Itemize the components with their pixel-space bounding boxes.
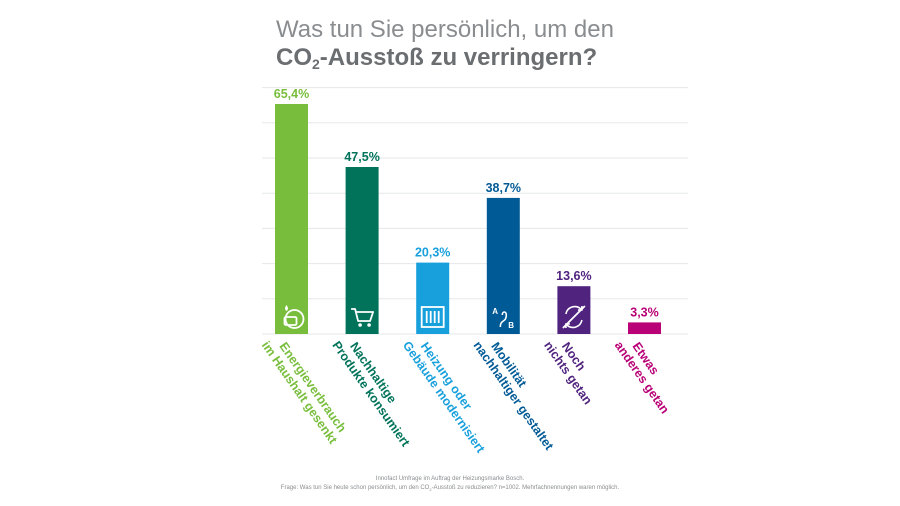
- icon-route-path: [499, 311, 508, 328]
- data-label: 13,6%: [556, 269, 591, 283]
- data-label: 3,3%: [630, 305, 659, 319]
- chart-title: Was tun Sie persönlich, um den CO2-Ausst…: [276, 16, 614, 72]
- footnote-question: Frage: Was tun Sie heute schon persönlic…: [0, 484, 900, 494]
- title-line-2: CO2-Ausstoß zu verringern?: [276, 44, 614, 72]
- data-label: 38,7%: [486, 181, 521, 195]
- icon-drop: [285, 305, 288, 311]
- bar: [557, 286, 591, 334]
- radiator-icon: [420, 306, 445, 328]
- footnote-line-2-prefix: Frage: Was tun Sie heute schon persönlic…: [280, 485, 430, 491]
- bar-group: 3,3% Etwasanderes getan: [612, 305, 684, 416]
- category-label-line: Produkte konsumiert: [329, 339, 413, 450]
- gridlines: [262, 87, 688, 335]
- category-label: Etwasanderes getan: [612, 331, 684, 416]
- footnote-subscript: 2: [429, 487, 432, 493]
- icon-box: [283, 316, 298, 326]
- bar: [275, 104, 308, 334]
- route-ab-icon: AB: [492, 307, 514, 330]
- icon-radiator-frame: [420, 306, 445, 328]
- data-label: 65,4%: [274, 87, 309, 101]
- category-label-line: Gebäude modernisiert: [400, 339, 488, 456]
- icon-cart-wheel: [358, 323, 362, 327]
- bar: [345, 167, 379, 334]
- title-line-1: Was tun Sie persönlich, um den: [276, 16, 614, 43]
- shopping-cart-icon: [351, 308, 374, 327]
- bar: [486, 197, 520, 334]
- icon-cart-body: [351, 308, 374, 322]
- energy-icon: [283, 305, 305, 329]
- icon-letter-a: A: [492, 307, 498, 316]
- category-label-line: nachhaltiger gestaltet: [471, 339, 557, 454]
- bar-group: 47,5%NachhaltigeProdukte konsumiert: [329, 150, 413, 450]
- title-co: CO: [276, 43, 312, 71]
- icon-slash: [562, 305, 586, 329]
- data-label: 47,5%: [344, 150, 379, 164]
- icon-letter-b: B: [508, 321, 514, 330]
- no-action-icon: [562, 305, 586, 329]
- icon-ring: [284, 309, 305, 329]
- bar-group: 65,4%Energieverbrauchim Haushalt gesenkt: [259, 87, 349, 447]
- bar-group: 13,6% Nochnichts getan: [541, 269, 606, 407]
- footnote-source: Innofact Umfrage im Auftrag der Heizungs…: [0, 475, 900, 484]
- footnote-line-2-suffix: -Ausstoß zu reduzieren? n=1002. Mehrfach…: [431, 485, 620, 491]
- title-co-subscript: 2: [312, 55, 320, 72]
- icon-cart-wheel: [367, 323, 371, 327]
- category-label: Nochnichts getan: [541, 331, 606, 407]
- bar: [628, 322, 661, 334]
- title-suffix: -Ausstoß zu verringern?: [319, 43, 598, 71]
- data-label: 20,3%: [415, 246, 450, 260]
- footnote-line-1: Innofact Umfrage im Auftrag der Heizungs…: [375, 476, 525, 482]
